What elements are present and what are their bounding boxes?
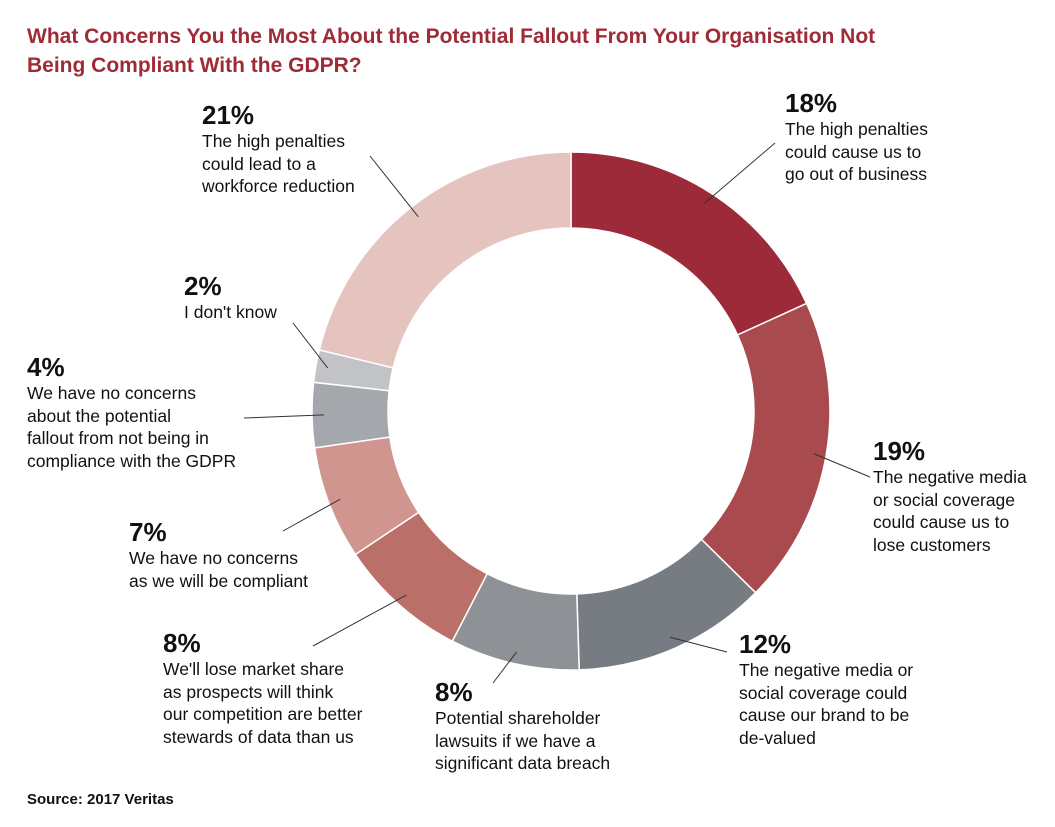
slice-label-0-desc: The high penalties could cause us to go …: [785, 119, 929, 184]
slice-label-5-desc: We have no concerns as we will be compli…: [129, 548, 308, 591]
slice-label-3-desc: Potential shareholder lawsuits if we hav…: [435, 708, 611, 773]
slice-label-4: 8% We'll lose market share as prospects …: [163, 628, 362, 748]
slice-label-5-pct: 7%: [129, 517, 167, 547]
slice-label-8-desc: The high penalties could lead to a workf…: [202, 131, 355, 196]
slice-label-8-pct: 21%: [202, 100, 255, 130]
source-note: Source: 2017 Veritas: [27, 791, 174, 808]
leader-line-1: [814, 453, 871, 478]
chart-title: What Concerns You the Most About the Pot…: [27, 22, 1027, 80]
donut-slice-8: [318, 151, 572, 369]
slice-label-6-desc: We have no concerns about the potential …: [27, 383, 237, 471]
slice-label-1-pct: 19%: [873, 436, 926, 466]
leader-line-2: [669, 636, 728, 653]
leader-line-4: [312, 594, 407, 647]
leader-line-5: [282, 498, 341, 532]
leader-line-7: [292, 322, 329, 369]
slice-label-2-pct: 12%: [739, 629, 792, 659]
leader-line-6: [243, 414, 325, 419]
slice-label-1: 19% The negative media or social coverag…: [873, 436, 1027, 556]
slice-label-0-pct: 18%: [785, 88, 838, 118]
slice-label-1-desc: The negative media or social coverage co…: [873, 467, 1027, 555]
leader-lines: [243, 142, 871, 684]
slice-label-4-desc: We'll lose market share as prospects wil…: [163, 659, 363, 747]
leader-line-0: [704, 142, 776, 204]
leader-line-3: [492, 651, 517, 684]
slice-label-3: 8% Potential shareholder lawsuits if we …: [435, 677, 610, 775]
slice-label-6: 4% We have no concerns about the potenti…: [27, 352, 236, 472]
slice-label-2-desc: The negative media or social coverage co…: [739, 660, 914, 748]
donut-slice-0: [570, 151, 808, 336]
slice-label-6-pct: 4%: [27, 352, 65, 382]
slice-label-7: 2% I don't know: [184, 271, 277, 324]
donut-slices: [311, 151, 831, 671]
slice-label-8: 21% The high penalties could lead to a w…: [202, 100, 355, 198]
chart-title-line-1: What Concerns You the Most About the Pot…: [27, 25, 876, 48]
slice-label-5: 7% We have no concerns as we will be com…: [129, 517, 308, 592]
slice-label-7-desc: I don't know: [184, 302, 277, 322]
chart-title-line-2: Being Compliant With the GDPR?: [27, 54, 362, 77]
donut-slice-1: [700, 302, 831, 594]
slice-label-7-pct: 2%: [184, 271, 222, 301]
slice-label-3-pct: 8%: [435, 677, 473, 707]
leader-line-8: [369, 155, 419, 218]
slice-label-4-pct: 8%: [163, 628, 201, 658]
slice-label-0: 18% The high penalties could cause us to…: [785, 88, 928, 186]
slice-label-2: 12% The negative media or social coverag…: [739, 629, 913, 749]
